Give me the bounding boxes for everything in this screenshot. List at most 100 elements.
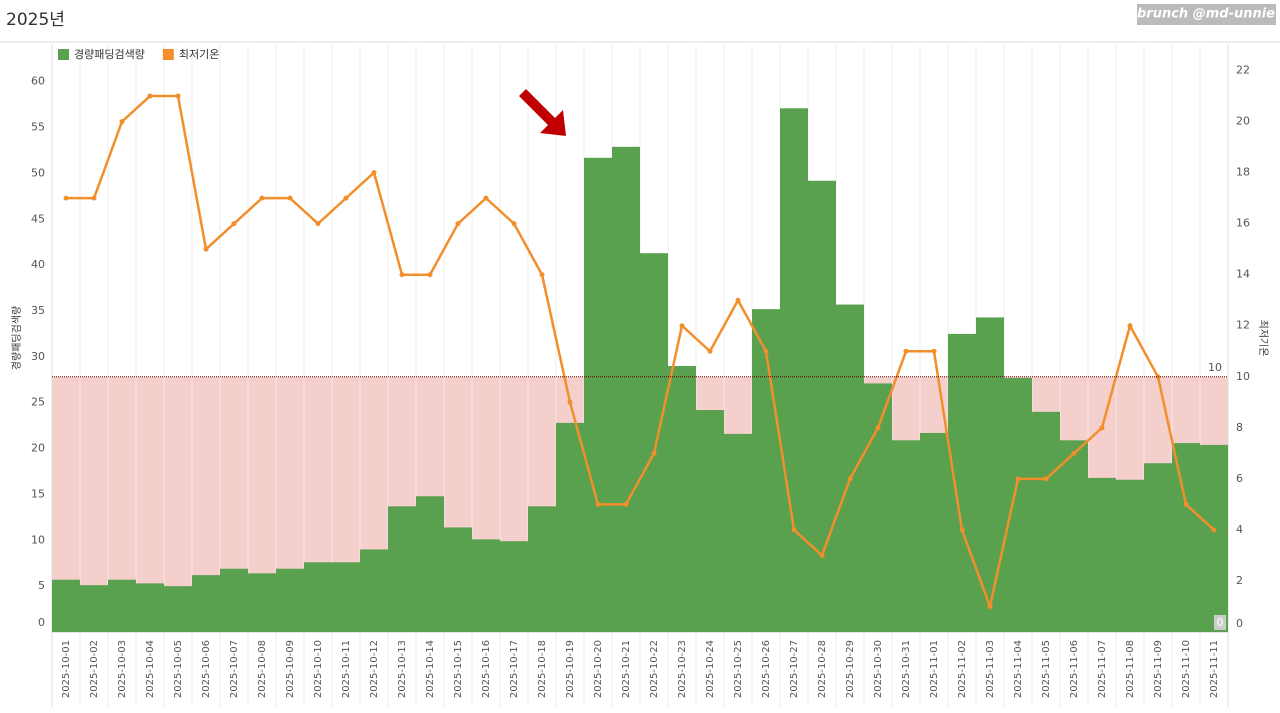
- bar: [612, 146, 640, 633]
- bar: [864, 383, 892, 632]
- bar: [1004, 377, 1032, 632]
- reference-label-bg: [1214, 615, 1226, 630]
- x-tick-label: 2025-10-13: [397, 640, 408, 698]
- bar: [1088, 477, 1116, 632]
- y-axis-title: 경량패딩검색량: [10, 306, 23, 370]
- y-tick-label: 30: [31, 350, 45, 363]
- y-tick-label: 40: [31, 258, 45, 271]
- bar: [948, 333, 976, 632]
- bar: [220, 568, 248, 632]
- x-tick-label: 2025-10-17: [509, 640, 520, 698]
- line-point: [763, 348, 769, 354]
- line-point: [455, 221, 461, 227]
- x-tick-label: 2025-10-08: [257, 640, 268, 698]
- bar: [1032, 411, 1060, 632]
- line-point: [595, 501, 601, 507]
- line-point: [259, 195, 265, 201]
- line-point: [511, 221, 517, 227]
- bar: [528, 506, 556, 632]
- x-tick-label: 2025-10-04: [145, 640, 156, 698]
- y-tick-label: 15: [31, 487, 45, 500]
- y2-tick-label: 18: [1236, 166, 1250, 179]
- line-point: [623, 501, 629, 507]
- line-point: [1099, 425, 1105, 431]
- x-tick-label: 2025-11-08: [1125, 640, 1136, 698]
- line-point: [483, 195, 489, 201]
- line-point: [371, 170, 377, 176]
- y2-tick-label: 8: [1236, 421, 1243, 434]
- x-tick-label: 2025-10-21: [621, 640, 632, 698]
- line-point: [427, 272, 433, 278]
- line-point: [819, 552, 825, 558]
- y2-tick-label: 16: [1236, 217, 1250, 230]
- x-tick-label: 2025-10-24: [705, 640, 716, 698]
- y2-axis-title: 최저기온: [1257, 320, 1269, 357]
- bar: [444, 527, 472, 632]
- x-tick-label: 2025-10-14: [425, 640, 436, 698]
- bar: [136, 583, 164, 632]
- y-tick-label: 55: [31, 121, 45, 134]
- x-tick-label: 2025-11-03: [985, 640, 996, 698]
- line-point: [1015, 476, 1021, 482]
- x-tick-label: 2025-10-27: [789, 640, 800, 698]
- x-tick-label: 2025-11-07: [1097, 640, 1108, 698]
- bar: [416, 496, 444, 632]
- line-point: [735, 297, 741, 303]
- y2-tick-label: 6: [1236, 472, 1243, 485]
- bar: [920, 432, 948, 632]
- y-tick-label: 60: [31, 75, 45, 88]
- x-tick-label: 2025-10-15: [453, 640, 464, 698]
- y-tick-label: 0: [38, 616, 45, 629]
- bar: [248, 573, 276, 632]
- watermark-bg: [1137, 4, 1276, 25]
- y2-tick-label: 0: [1236, 617, 1243, 630]
- x-tick-label: 2025-11-10: [1181, 640, 1192, 698]
- bar: [892, 440, 920, 632]
- x-tick-label: 2025-10-30: [873, 640, 884, 698]
- line-point: [567, 399, 573, 405]
- watermark: brunch @md-unnie: [1137, 7, 1275, 22]
- bar: [360, 549, 388, 632]
- line-point: [959, 527, 965, 533]
- x-tick-label: 2025-10-18: [537, 640, 548, 698]
- legend-label: 경량패딩검색량: [74, 48, 145, 61]
- y-tick-label: 50: [31, 166, 45, 179]
- bar: [556, 422, 584, 632]
- bar: [164, 586, 192, 632]
- line-point: [63, 195, 69, 201]
- x-tick-label: 2025-10-11: [341, 640, 352, 698]
- bar: [1116, 479, 1144, 632]
- x-tick-label: 2025-11-01: [929, 640, 940, 698]
- x-tick-label: 2025-10-26: [761, 640, 772, 698]
- line-point: [903, 348, 909, 354]
- line-point: [1127, 323, 1133, 329]
- y-tick-label: 35: [31, 304, 45, 317]
- line-point: [651, 450, 657, 456]
- legend-label: 최저기온: [179, 48, 219, 61]
- x-tick-label: 2025-11-09: [1153, 640, 1164, 698]
- x-tick-label: 2025-11-05: [1041, 640, 1052, 698]
- y2-tick-label: 10: [1236, 370, 1250, 383]
- x-tick-label: 2025-11-06: [1069, 640, 1080, 698]
- bar: [780, 108, 808, 632]
- x-tick-label: 2025-10-31: [901, 640, 912, 698]
- x-tick-label: 2025-10-07: [229, 640, 240, 698]
- bar: [584, 157, 612, 632]
- x-tick-label: 2025-10-02: [89, 640, 100, 698]
- line-point: [119, 119, 125, 125]
- bar: [276, 568, 304, 632]
- bar: [52, 579, 80, 632]
- line-point: [1043, 476, 1049, 482]
- bar: [1172, 443, 1200, 632]
- x-tick-label: 2025-10-22: [649, 640, 660, 698]
- legend-swatch: [58, 49, 69, 60]
- x-tick-label: 2025-10-09: [285, 640, 296, 698]
- y2-tick-label: 20: [1236, 115, 1250, 128]
- line-point: [847, 476, 853, 482]
- x-tick-label: 2025-10-19: [565, 640, 576, 698]
- x-tick-label: 2025-10-01: [61, 640, 72, 698]
- y2-tick-label: 4: [1236, 523, 1243, 536]
- y2-tick-label: 12: [1236, 319, 1250, 332]
- line-point: [175, 93, 181, 99]
- bar: [836, 304, 864, 632]
